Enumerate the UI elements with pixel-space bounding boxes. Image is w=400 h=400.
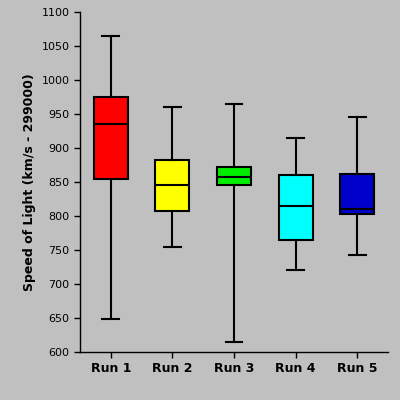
PathPatch shape	[279, 175, 312, 240]
PathPatch shape	[217, 167, 251, 185]
Y-axis label: Speed of Light (km/s - 299000): Speed of Light (km/s - 299000)	[23, 73, 36, 291]
PathPatch shape	[94, 97, 128, 178]
PathPatch shape	[340, 174, 374, 214]
PathPatch shape	[156, 160, 189, 210]
